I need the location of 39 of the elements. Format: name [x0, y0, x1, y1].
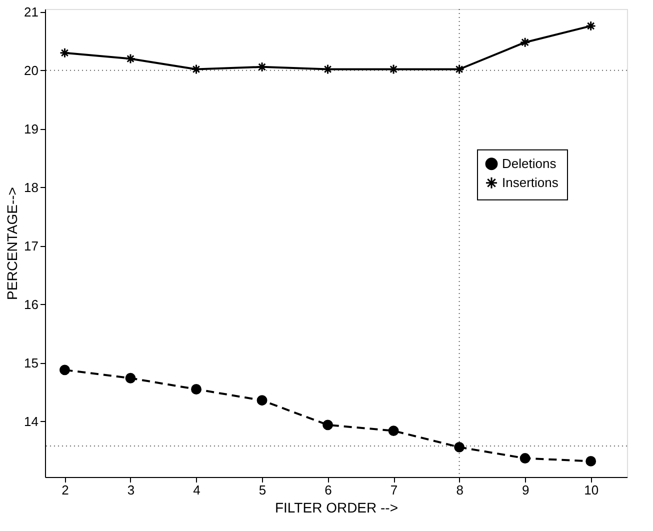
y-tick-label: 15 [24, 355, 38, 370]
point [322, 420, 333, 430]
point [125, 54, 136, 64]
x-tick-label: 3 [127, 482, 135, 498]
point [388, 426, 399, 436]
y-tick-label: 17 [24, 238, 38, 254]
y-tick-label: 21 [24, 4, 38, 20]
point [256, 62, 268, 72]
point [388, 64, 399, 74]
x-tick-label: 9 [522, 482, 530, 498]
x-tick-label: 8 [456, 482, 464, 498]
y-tick-label: 14 [24, 414, 38, 429]
y-tick-label: 16 [24, 296, 38, 312]
legend-label: Deletions [502, 156, 557, 171]
y-tick-label: 18 [24, 180, 38, 195]
point [60, 48, 70, 58]
x-tick-label: 2 [62, 482, 69, 498]
y-tick-label: 20 [24, 62, 38, 78]
point [454, 442, 465, 452]
point [586, 20, 596, 32]
x-tick-label: 5 [258, 482, 266, 498]
x-tick-label: 10 [584, 482, 599, 498]
point [322, 64, 333, 74]
point [454, 64, 465, 74]
y-axis-title: PERCENTAGE--> [4, 187, 20, 300]
point [586, 456, 596, 466]
x-axis-title: FILTER ORDER --> [274, 500, 398, 516]
point [191, 64, 202, 74]
point [520, 37, 530, 48]
point [125, 372, 136, 384]
x-tick-label: 7 [390, 482, 398, 498]
point [60, 364, 70, 376]
point [191, 384, 202, 394]
x-tick-label: 6 [324, 482, 332, 498]
y-tick-label: 19 [24, 121, 38, 136]
point [520, 453, 530, 464]
x-tick-label: 4 [193, 482, 200, 498]
legend-label: Insertions [502, 174, 559, 190]
point [256, 395, 268, 406]
